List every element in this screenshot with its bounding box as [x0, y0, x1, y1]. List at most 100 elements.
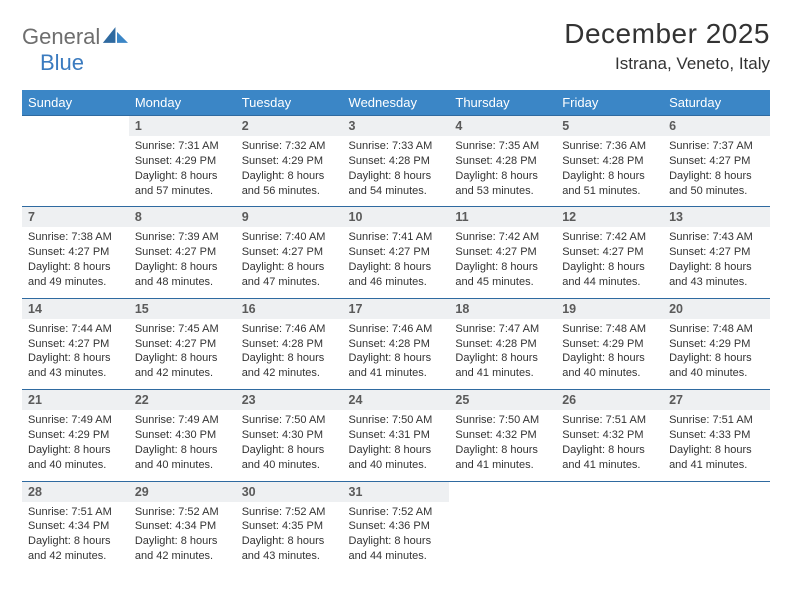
daynum-row: 14151617181920 [22, 298, 770, 319]
day-info-line: Sunrise: 7:39 AM [135, 230, 230, 245]
day-info-line: Daylight: 8 hours [242, 534, 337, 549]
day-info-line: and 40 minutes. [669, 366, 764, 381]
day-info-line: Sunrise: 7:40 AM [242, 230, 337, 245]
day-body-cell: Sunrise: 7:42 AMSunset: 4:27 PMDaylight:… [449, 227, 556, 298]
day-body-cell: Sunrise: 7:49 AMSunset: 4:29 PMDaylight:… [22, 410, 129, 481]
day-body-cell: Sunrise: 7:50 AMSunset: 4:30 PMDaylight:… [236, 410, 343, 481]
day-info-line: Sunrise: 7:51 AM [669, 413, 764, 428]
day-info-line: Daylight: 8 hours [135, 260, 230, 275]
day-info-line: Daylight: 8 hours [455, 260, 550, 275]
day-number-cell: 28 [22, 481, 129, 502]
day-info-line: Sunrise: 7:50 AM [349, 413, 444, 428]
day-info-line: Daylight: 8 hours [669, 351, 764, 366]
day-number-cell: 8 [129, 207, 236, 228]
day-info-line: Sunset: 4:36 PM [349, 519, 444, 534]
day-info-line: Daylight: 8 hours [562, 169, 657, 184]
day-info-line: Daylight: 8 hours [669, 260, 764, 275]
day-body-cell [663, 502, 770, 572]
day-body-cell: Sunrise: 7:41 AMSunset: 4:27 PMDaylight:… [343, 227, 450, 298]
day-body-cell: Sunrise: 7:45 AMSunset: 4:27 PMDaylight:… [129, 319, 236, 390]
day-body-cell: Sunrise: 7:49 AMSunset: 4:30 PMDaylight:… [129, 410, 236, 481]
location: Istrana, Veneto, Italy [564, 54, 770, 74]
day-info-line: Sunset: 4:32 PM [562, 428, 657, 443]
day-info-line: Daylight: 8 hours [135, 351, 230, 366]
day-body-cell: Sunrise: 7:40 AMSunset: 4:27 PMDaylight:… [236, 227, 343, 298]
day-number-cell: 7 [22, 207, 129, 228]
header: General Blue December 2025 Istrana, Vene… [22, 18, 770, 76]
day-number-cell: 19 [556, 298, 663, 319]
day-number-cell: 2 [236, 116, 343, 137]
day-info-line: and 46 minutes. [349, 275, 444, 290]
day-info-line: and 41 minutes. [455, 458, 550, 473]
day-info-line: Sunset: 4:27 PM [562, 245, 657, 260]
day-number-cell: 21 [22, 390, 129, 411]
day-info-line: and 42 minutes. [135, 549, 230, 564]
day-info-line: and 50 minutes. [669, 184, 764, 199]
day-info-line: Sunrise: 7:49 AM [28, 413, 123, 428]
day-body-cell: Sunrise: 7:38 AMSunset: 4:27 PMDaylight:… [22, 227, 129, 298]
day-info-line: and 41 minutes. [669, 458, 764, 473]
day-info-line: and 44 minutes. [562, 275, 657, 290]
day-info-line: Sunrise: 7:46 AM [242, 322, 337, 337]
day-info-line: and 43 minutes. [242, 549, 337, 564]
day-info-line: Sunset: 4:29 PM [562, 337, 657, 352]
calendar-page: General Blue December 2025 Istrana, Vene… [0, 0, 792, 582]
day-info-line: Daylight: 8 hours [349, 169, 444, 184]
day-body-cell: Sunrise: 7:35 AMSunset: 4:28 PMDaylight:… [449, 136, 556, 207]
day-info-line: Daylight: 8 hours [28, 351, 123, 366]
day-body-row: Sunrise: 7:49 AMSunset: 4:29 PMDaylight:… [22, 410, 770, 481]
weekday-header-row: Sunday Monday Tuesday Wednesday Thursday… [22, 90, 770, 116]
day-info-line: Sunrise: 7:52 AM [349, 505, 444, 520]
day-body-cell: Sunrise: 7:52 AMSunset: 4:34 PMDaylight:… [129, 502, 236, 572]
day-info-line: Sunset: 4:27 PM [135, 337, 230, 352]
day-info-line: Sunrise: 7:52 AM [242, 505, 337, 520]
day-number-cell: 17 [343, 298, 450, 319]
day-body-cell: Sunrise: 7:44 AMSunset: 4:27 PMDaylight:… [22, 319, 129, 390]
day-body-cell: Sunrise: 7:48 AMSunset: 4:29 PMDaylight:… [663, 319, 770, 390]
day-info-line: Sunrise: 7:52 AM [135, 505, 230, 520]
day-number-cell: 24 [343, 390, 450, 411]
day-info-line: Sunset: 4:28 PM [455, 154, 550, 169]
day-number-cell: 14 [22, 298, 129, 319]
day-number-cell: 12 [556, 207, 663, 228]
weekday-mon: Monday [129, 90, 236, 116]
day-info-line: and 53 minutes. [455, 184, 550, 199]
day-number-cell: 4 [449, 116, 556, 137]
daynum-row: 21222324252627 [22, 390, 770, 411]
day-info-line: Sunrise: 7:41 AM [349, 230, 444, 245]
day-body-cell [556, 502, 663, 572]
day-info-line: Sunrise: 7:31 AM [135, 139, 230, 154]
day-info-line: Sunrise: 7:37 AM [669, 139, 764, 154]
day-body-cell [22, 136, 129, 207]
day-info-line: and 56 minutes. [242, 184, 337, 199]
weekday-thu: Thursday [449, 90, 556, 116]
daynum-row: 123456 [22, 116, 770, 137]
day-info-line: and 40 minutes. [28, 458, 123, 473]
title-block: December 2025 Istrana, Veneto, Italy [564, 18, 770, 74]
day-body-row: Sunrise: 7:51 AMSunset: 4:34 PMDaylight:… [22, 502, 770, 572]
day-info-line: Daylight: 8 hours [28, 534, 123, 549]
day-info-line: Sunrise: 7:48 AM [562, 322, 657, 337]
day-info-line: Sunset: 4:27 PM [349, 245, 444, 260]
day-info-line: and 43 minutes. [669, 275, 764, 290]
day-info-line: Sunset: 4:31 PM [349, 428, 444, 443]
day-number-cell: 5 [556, 116, 663, 137]
day-number-cell: 30 [236, 481, 343, 502]
day-number-cell: 26 [556, 390, 663, 411]
weekday-fri: Friday [556, 90, 663, 116]
day-info-line: Sunset: 4:33 PM [669, 428, 764, 443]
day-info-line: Daylight: 8 hours [669, 169, 764, 184]
day-info-line: Sunrise: 7:42 AM [562, 230, 657, 245]
day-info-line: Sunrise: 7:51 AM [28, 505, 123, 520]
day-body-cell: Sunrise: 7:48 AMSunset: 4:29 PMDaylight:… [556, 319, 663, 390]
day-number-cell: 6 [663, 116, 770, 137]
day-info-line: and 41 minutes. [349, 366, 444, 381]
day-info-line: Daylight: 8 hours [242, 260, 337, 275]
day-info-line: Daylight: 8 hours [28, 443, 123, 458]
day-info-line: Sunset: 4:28 PM [455, 337, 550, 352]
weekday-wed: Wednesday [343, 90, 450, 116]
day-number-cell [556, 481, 663, 502]
day-info-line: and 44 minutes. [349, 549, 444, 564]
day-body-row: Sunrise: 7:38 AMSunset: 4:27 PMDaylight:… [22, 227, 770, 298]
day-body-cell: Sunrise: 7:51 AMSunset: 4:34 PMDaylight:… [22, 502, 129, 572]
